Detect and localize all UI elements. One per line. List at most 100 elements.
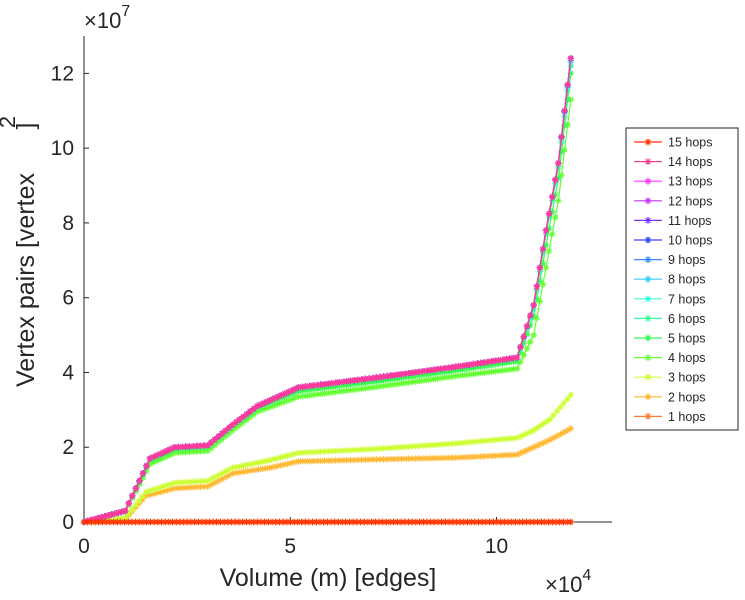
series-marker (466, 438, 474, 446)
series-marker (426, 367, 434, 374)
series-marker (548, 230, 556, 238)
y-axis-label-group: Vertex pairs [vertex (12, 173, 40, 387)
series-marker (94, 515, 101, 522)
series-marker (441, 441, 448, 448)
series-marker (548, 197, 556, 204)
series-marker (479, 518, 486, 526)
series-marker (477, 363, 484, 370)
series-marker (295, 387, 302, 395)
series-marker (343, 387, 350, 394)
series-marker (321, 457, 328, 464)
y-axis-label-close-group: ] (12, 123, 40, 130)
series-marker (383, 456, 391, 463)
series-marker (490, 518, 497, 526)
legend-entry: 3 hops (634, 371, 706, 385)
series-marker (178, 449, 186, 456)
legend-entry: 4 hops (634, 351, 706, 365)
series-marker (299, 387, 306, 394)
series-marker (555, 159, 562, 167)
series-marker (380, 382, 387, 390)
legend-label: 15 hops (668, 136, 712, 150)
series-marker (530, 331, 537, 339)
series-marker (383, 518, 390, 526)
series-marker (493, 518, 501, 526)
series-marker (220, 518, 228, 526)
series-marker (150, 453, 157, 461)
series-14-hops (80, 55, 574, 526)
series-marker (394, 518, 401, 526)
series-marker (503, 366, 510, 374)
legend-entry: 8 hops (634, 273, 706, 287)
series-marker (517, 358, 524, 366)
series-marker (204, 447, 211, 455)
series-marker (153, 489, 160, 497)
series-marker (542, 227, 550, 234)
series-marker (362, 385, 369, 392)
series-marker (99, 518, 106, 526)
series-marker (339, 457, 347, 464)
series-marker (542, 242, 550, 249)
series-marker (376, 373, 384, 381)
series-marker (158, 518, 165, 526)
series-marker (380, 373, 387, 380)
y-axis-label-superscript: 2 (0, 116, 20, 128)
series-marker (473, 370, 481, 377)
series-marker (423, 367, 430, 374)
series-marker (302, 383, 310, 390)
series-marker (488, 368, 495, 376)
series-marker (284, 388, 292, 396)
series-marker (147, 518, 154, 526)
series-marker (149, 486, 157, 493)
series-marker (644, 177, 652, 185)
series-marker (313, 391, 321, 398)
series-marker (121, 518, 128, 526)
series-marker (336, 447, 343, 454)
series-marker (405, 455, 412, 462)
series-marker (537, 422, 544, 430)
series-marker (343, 378, 350, 385)
series-marker (497, 518, 504, 526)
series-marker (387, 455, 394, 463)
series-marker (197, 483, 204, 491)
series-marker (157, 456, 164, 463)
series-marker (561, 146, 568, 154)
series-marker (215, 477, 222, 485)
series-marker (459, 362, 466, 369)
series-marker (398, 370, 405, 378)
series-marker (499, 356, 506, 363)
series-marker (383, 444, 391, 452)
series-marker (466, 361, 474, 368)
series-marker (416, 377, 423, 385)
series-marker (313, 385, 321, 393)
series-marker (327, 518, 335, 526)
series-marker (527, 322, 534, 329)
series-marker (222, 473, 229, 481)
series-marker (552, 518, 560, 526)
series-marker (365, 456, 373, 463)
series-marker (200, 477, 208, 485)
series-marker (470, 438, 477, 446)
series-marker (441, 368, 448, 376)
series-marker (257, 407, 264, 414)
series-marker (373, 445, 380, 453)
series-marker (430, 454, 437, 462)
series-marker (313, 457, 321, 465)
series-marker (160, 448, 168, 456)
series-marker (259, 465, 266, 473)
series-marker (80, 518, 88, 526)
series-marker (222, 427, 229, 434)
series-marker (398, 380, 405, 387)
series-marker (278, 392, 285, 399)
series-marker (481, 453, 488, 460)
series-marker (142, 488, 150, 496)
series-marker (361, 518, 368, 526)
series-marker (317, 448, 324, 455)
series-marker (211, 441, 219, 449)
series-marker (513, 365, 521, 372)
series-marker (369, 445, 376, 453)
series-marker (423, 442, 430, 449)
series-marker (475, 518, 482, 526)
series-layer (80, 55, 574, 526)
series-marker (530, 518, 538, 526)
series-marker (473, 453, 481, 460)
